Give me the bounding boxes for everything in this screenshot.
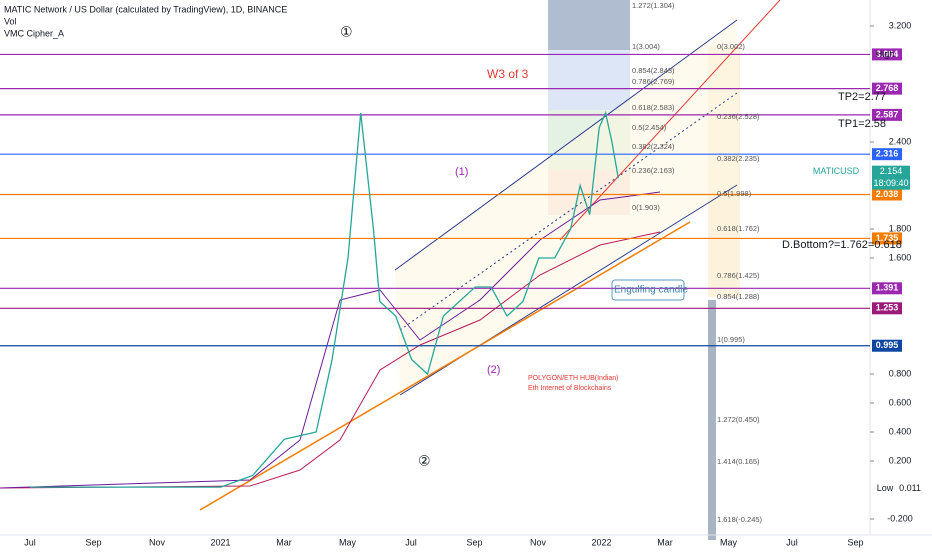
current-tag (872, 165, 910, 190)
header-indicator: VMC Cipher_A (4, 28, 64, 38)
channel-line (394, 19, 738, 271)
annotation: TP2=2.77 (838, 91, 886, 103)
moving-average (0, 191, 661, 489)
price-tag (872, 232, 902, 245)
price-tick-label: 0.400 (889, 426, 912, 436)
price-tag-label: 1.735 (876, 233, 899, 243)
price-tick-label: 1.600 (889, 252, 912, 262)
fib-label: 0.854(1.288) (717, 292, 760, 301)
time-label: Mar (276, 537, 292, 547)
price-tag (872, 188, 902, 201)
time-label: Mar (657, 537, 673, 547)
channel-mid (399, 92, 738, 331)
time-label: Nov (530, 537, 547, 547)
price-tick-label: 0.200 (889, 455, 912, 465)
annotation: W3 of 3 (487, 67, 529, 81)
fib-bar (708, 300, 716, 540)
high-label: High (876, 49, 895, 59)
fib-label: 0.5(1.998) (717, 189, 752, 198)
price-tag-label: 1.391 (876, 283, 899, 293)
fib-label: 0.618(2.583) (632, 103, 675, 112)
fib-label: 1.272(1.304) (632, 1, 675, 10)
header-vol: Vol (4, 16, 17, 26)
time-label: Jul (24, 537, 36, 547)
annotation: ② (418, 453, 431, 469)
time-label: 2022 (591, 537, 611, 547)
fib-band (548, 50, 630, 110)
price-tick-label: 1.800 (889, 223, 912, 233)
fib-label: 0.854(2.843) (632, 66, 675, 75)
fib-label: 0.786(1.425) (717, 271, 760, 280)
trendline (559, 0, 781, 241)
annotation: (2) (487, 364, 500, 376)
annotation: (1) (455, 166, 468, 178)
fib-label: 1.618(-0.245) (717, 515, 763, 524)
price-tag (872, 302, 902, 315)
price-tick-label: -0.200 (887, 513, 913, 523)
price-tag (872, 108, 902, 121)
time-label: Jul (786, 537, 798, 547)
current-symbol: MATICUSD (813, 166, 860, 176)
fib-label: 1.272(0.450) (717, 415, 760, 424)
price-tag-label: 2.316 (876, 149, 899, 159)
fib-label: 0.618(1.762) (717, 224, 760, 233)
time-label: May (720, 537, 738, 547)
low-label: Low (877, 483, 894, 493)
fib-label: 0(3.002) (717, 42, 745, 51)
price-tick-label: 3.200 (889, 20, 912, 30)
annotation: POLYGON/ETH HUB(Indian) (528, 375, 619, 382)
fib-label: 0(1.903) (632, 203, 660, 212)
low-value: 0.011 (899, 483, 921, 493)
price-tag (872, 82, 902, 95)
price-tag-label: 2.038 (876, 189, 899, 199)
price-tag (872, 48, 902, 61)
fib-label: 1(3.004) (632, 42, 660, 51)
time-label: Sep (466, 537, 482, 547)
countdown: 18:09:40 (873, 178, 908, 188)
annotation: ① (340, 24, 353, 40)
current-value: 2.154 (880, 166, 903, 176)
time-label: Jul (405, 537, 417, 547)
annotation: Engulfing candle (614, 285, 688, 296)
price-line (30, 110, 619, 488)
price-tag (872, 339, 902, 352)
time-label: Nov (149, 537, 166, 547)
time-label: Sep (847, 537, 863, 547)
price-tick-label: 0.800 (889, 368, 912, 378)
price-tag (872, 282, 902, 295)
time-label: Sep (85, 537, 101, 547)
fib-label: 1.414(0.165) (717, 457, 760, 466)
fib-label: 0.786(2.769) (632, 77, 675, 86)
fib-label: 0.382(2.324) (632, 142, 675, 151)
fib-label: 0.382(2.235) (717, 154, 760, 163)
price-tick-label: 0.600 (889, 397, 912, 407)
time-label: 2021 (210, 537, 230, 547)
price-tag-label: 3.004 (876, 49, 899, 59)
header-title: MATIC Network / US Dollar (calculated by… (4, 4, 287, 14)
annotation-box (611, 279, 685, 301)
price-tag-label: 2.768 (876, 83, 899, 93)
price-tag-label: 2.587 (876, 109, 899, 119)
price-tag-label: 1.253 (876, 303, 899, 313)
price-tick-label: 2.400 (889, 136, 912, 146)
fib-label: 0.5(2.454) (632, 123, 667, 132)
time-label: May (339, 537, 357, 547)
price-tag-label: 0.995 (876, 340, 899, 350)
fib-label: 0.236(2.528) (717, 112, 760, 121)
annotation: TP1=2.58 (838, 118, 886, 130)
price-tag (872, 148, 902, 161)
channel (395, 20, 737, 395)
fib-label: 1(0.995) (717, 335, 745, 344)
trendline (199, 221, 691, 511)
annotation: Eth Internet of Blockchains (528, 385, 612, 392)
fib-label: 0.236(2.163) (632, 166, 675, 175)
annotation: D.Bottom?=1.762=0.618 (782, 239, 902, 251)
moving-average (0, 231, 661, 489)
fib-band (548, 0, 630, 50)
